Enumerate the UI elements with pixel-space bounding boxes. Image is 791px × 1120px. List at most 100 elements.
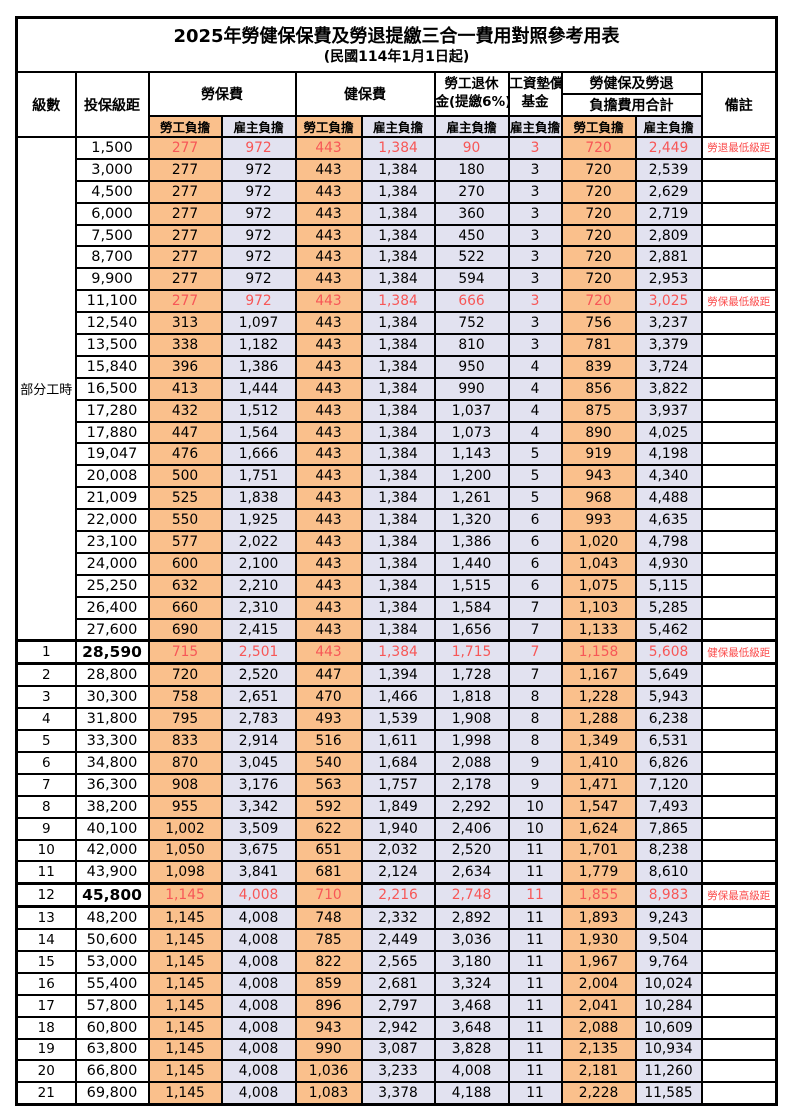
value-cell: 4 (507, 354, 563, 379)
value-cell: 1,043 (560, 551, 637, 576)
value-cell: 443 (294, 595, 363, 620)
value-cell: 4,008 (220, 928, 297, 952)
value-cell: 277 (147, 201, 223, 226)
table-row: 4 31,800 795 2,783 493 1,539 1,908 8 1,288 6,238 (15, 707, 778, 732)
value-cell: 1,182 (220, 333, 297, 357)
value-cell: 1,656 (433, 617, 510, 643)
subheader-labor-employer: 雇主負擔 (220, 115, 297, 138)
header-row-2: 負擔費用合計 (17, 93, 777, 117)
remark-cell (700, 1059, 778, 1084)
value-cell: 4,488 (634, 486, 703, 511)
value-cell: 955 (147, 794, 223, 819)
value-cell: 1,036 (294, 1059, 363, 1084)
value-cell: 4,008 (220, 993, 297, 1018)
value-cell: 2,520 (220, 662, 297, 688)
table-row: 6 34,800 870 3,045 540 1,684 2,088 9 1,410 6,826 (15, 750, 778, 775)
salary-cell: 17,280 (74, 398, 150, 423)
value-cell: 1,471 (560, 772, 637, 797)
value-cell: 4,008 (220, 1037, 297, 1062)
value-cell: 943 (294, 1015, 363, 1040)
remark-cell (700, 223, 778, 248)
value-cell: 972 (220, 157, 297, 182)
value-cell: 4,008 (220, 882, 297, 909)
value-cell: 1,410 (560, 750, 637, 775)
value-cell: 277 (147, 179, 223, 204)
value-cell: 1,394 (360, 662, 436, 688)
subheader-wage-fund-employer: 雇主負擔 (507, 115, 563, 138)
level-cell: 4 (15, 707, 77, 732)
level-cell: 9 (15, 816, 77, 841)
value-cell: 11 (507, 1037, 563, 1062)
value-cell: 550 (147, 508, 223, 533)
value-cell: 8 (507, 685, 563, 710)
value-cell: 1,849 (360, 794, 436, 819)
value-cell: 3,036 (433, 928, 510, 952)
value-cell: 1,261 (433, 486, 510, 511)
table-row: 4,500 277 972 443 1,384 270 3 720 2,629 (17, 179, 778, 204)
table-body: 部分工時 1,500 277 972 443 1,384 90 3 720 2,449 勞退最低級距… (15, 136, 778, 1106)
value-cell: 632 (147, 573, 223, 598)
remark-cell (700, 398, 778, 423)
fee-table: 2025年勞健保保費及勞退提繳三合一費用對照參考用表 (民國114年1月1日起)… (15, 16, 778, 1107)
value-cell: 1,384 (360, 639, 436, 666)
salary-cell: 40,100 (74, 816, 150, 841)
value-cell: 4,930 (634, 551, 703, 576)
value-cell: 3,087 (360, 1037, 436, 1062)
value-cell: 1,167 (560, 662, 637, 688)
value-cell: 7 (507, 617, 563, 643)
value-cell: 1,002 (147, 816, 223, 841)
value-cell: 3,675 (220, 838, 297, 863)
table-row: 19,047 476 1,666 443 1,384 1,143 5 919 4,198 (17, 442, 778, 467)
value-cell: 11 (507, 971, 563, 996)
table-row: 16,500 413 1,444 443 1,384 990 4 856 3,822 (17, 376, 778, 401)
header-wage-fund-line1: 工資墊償 (509, 76, 562, 93)
value-cell: 972 (220, 201, 297, 226)
value-cell: 1,073 (433, 420, 510, 445)
value-cell: 2,041 (560, 993, 637, 1018)
remark-cell (700, 267, 778, 292)
salary-cell: 1,500 (74, 136, 150, 160)
salary-cell: 16,500 (74, 376, 150, 401)
value-cell: 856 (560, 376, 637, 401)
value-cell: 1,728 (433, 662, 510, 688)
value-cell: 443 (294, 245, 363, 270)
value-cell: 3 (507, 311, 563, 336)
value-cell: 748 (294, 905, 363, 931)
value-cell: 2,914 (220, 729, 297, 753)
table-row: 7,500 277 972 443 1,384 450 3 720 2,809 (17, 223, 778, 248)
value-cell: 1,145 (147, 882, 223, 909)
value-cell: 1,466 (360, 685, 436, 710)
table-row: 16 55,400 1,145 4,008 859 2,681 3,324 11 2,004 10… (15, 971, 778, 996)
salary-cell: 7,500 (74, 223, 150, 248)
salary-cell: 4,500 (74, 179, 150, 204)
value-cell: 875 (560, 398, 637, 423)
value-cell: 3,822 (634, 376, 703, 401)
value-cell: 1,384 (360, 157, 436, 182)
level-cell: 1 (15, 639, 77, 666)
remark-cell (700, 949, 778, 974)
level-cell: 19 (15, 1037, 77, 1062)
value-cell: 4,008 (220, 949, 297, 974)
remark-cell (700, 928, 778, 952)
table-row: 3,000 277 972 443 1,384 180 3 720 2,539 (17, 157, 778, 182)
value-cell: 443 (294, 530, 363, 554)
remark-cell (700, 750, 778, 775)
value-cell: 2,629 (634, 179, 703, 204)
salary-cell: 63,800 (74, 1037, 150, 1062)
table-row: 1 28,590 715 2,501 443 1,384 1,715 7 1,158 5,608 健… (15, 639, 778, 666)
value-cell: 443 (294, 398, 363, 423)
value-cell: 720 (560, 179, 637, 204)
header-remark: 備註 (700, 71, 778, 138)
remark-cell (700, 530, 778, 554)
level-cell: 5 (15, 729, 77, 753)
value-cell: 752 (433, 311, 510, 336)
value-cell: 622 (294, 816, 363, 841)
remark-cell (700, 157, 778, 182)
value-cell: 1,515 (433, 573, 510, 598)
value-cell: 3,324 (433, 971, 510, 996)
value-cell: 720 (560, 267, 637, 292)
value-cell: 432 (147, 398, 223, 423)
value-cell: 1,145 (147, 949, 223, 974)
value-cell: 7 (507, 639, 563, 666)
